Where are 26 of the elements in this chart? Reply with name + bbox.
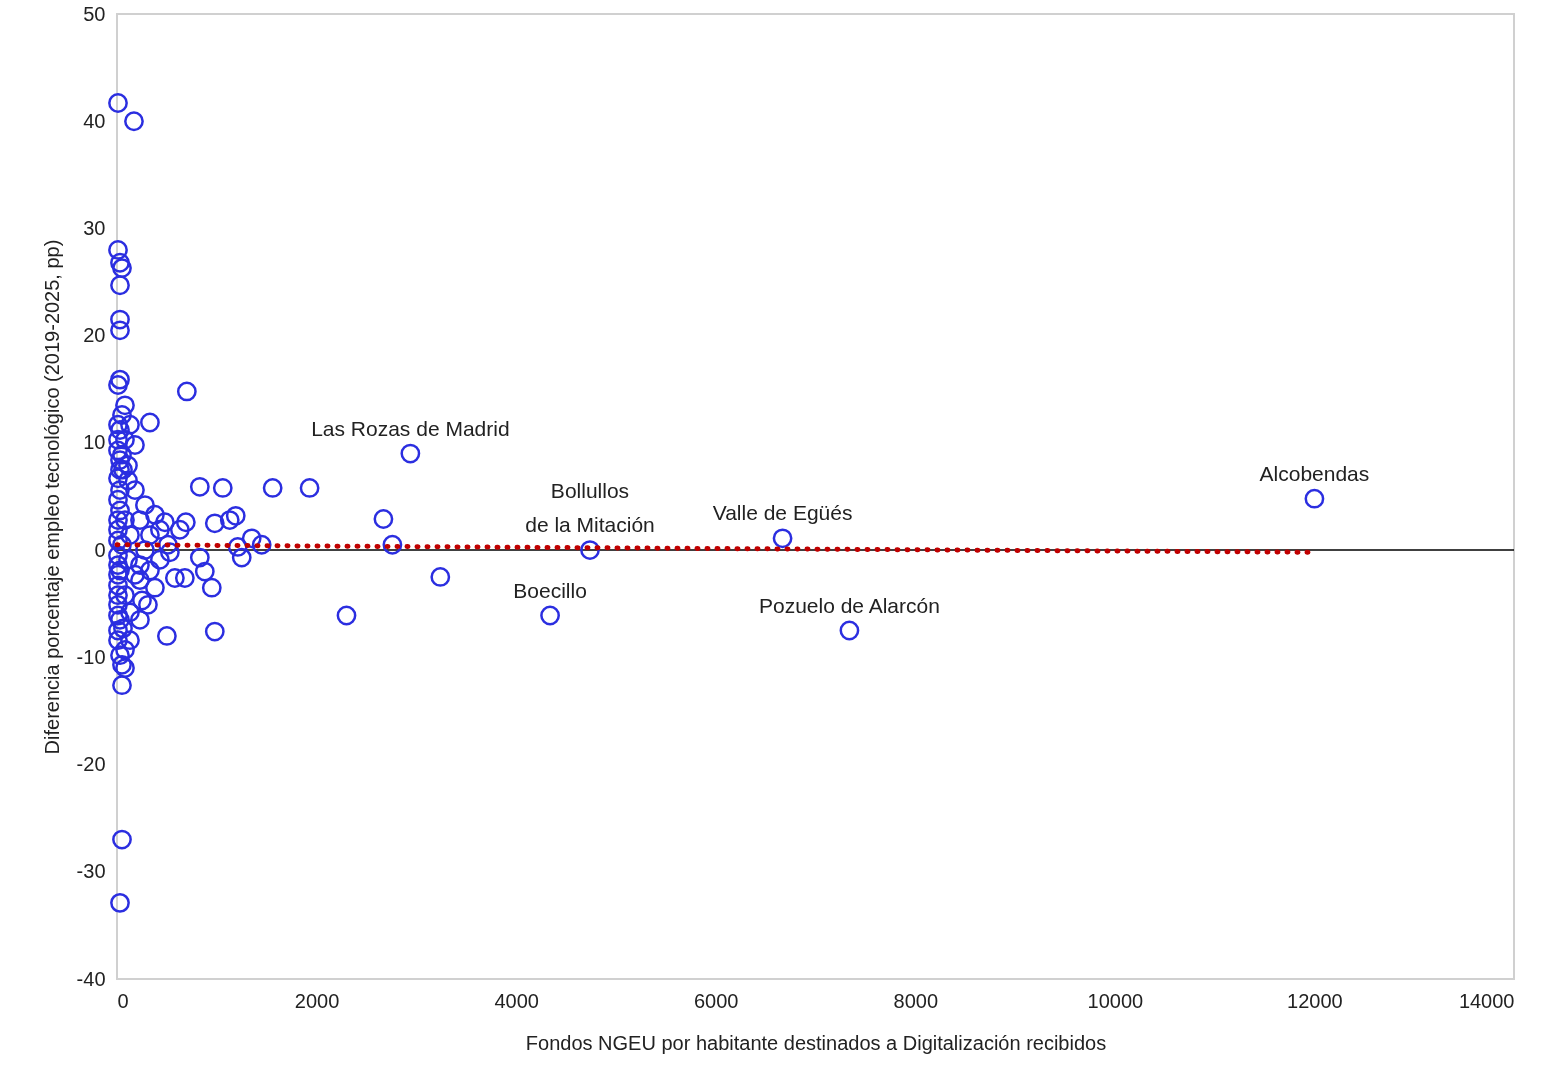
x-tick-label: 10000 [1087,989,1144,1012]
y-tick-label: 30 [83,216,106,239]
y-tick-label: 40 [83,109,106,132]
y-tick-label: 0 [94,538,106,561]
annotation: Pozuelo de Alarcón [758,593,940,617]
y-tick-label: -40 [76,967,106,990]
annotation: Boecillo [513,578,587,602]
x-tick-label: 14000 [1458,989,1515,1012]
x-tick-label: 0 [117,989,129,1012]
y-tick-label: -10 [76,645,106,668]
annotation: Las Rozas de Madrid [311,416,510,440]
x-axis-title: Fondos NGEU por habitante destinados a Digitalización recibidos [525,1031,1107,1054]
y-tick-label: 50 [83,2,106,25]
annotation: Valle de Egüés [712,501,853,525]
x-tick-label: 8000 [893,989,939,1012]
y-tick-label: 10 [83,431,106,454]
x-tick-label: 4000 [494,989,539,1012]
x-tick-label: 6000 [693,989,739,1012]
y-tick-label: 20 [83,324,106,347]
annotation: Alcobendas [1259,461,1370,485]
y-tick-label: -20 [76,753,106,776]
x-tick-label: 2000 [294,989,340,1012]
annotation: Bollullos de la Mitación [525,479,655,537]
y-tick-label: -30 [76,860,106,883]
y-axis-title: Diferencia porcentaje empleo tecnológico (2019-2025, pp) [40,239,63,755]
x-tick-label: 12000 [1287,989,1343,1012]
